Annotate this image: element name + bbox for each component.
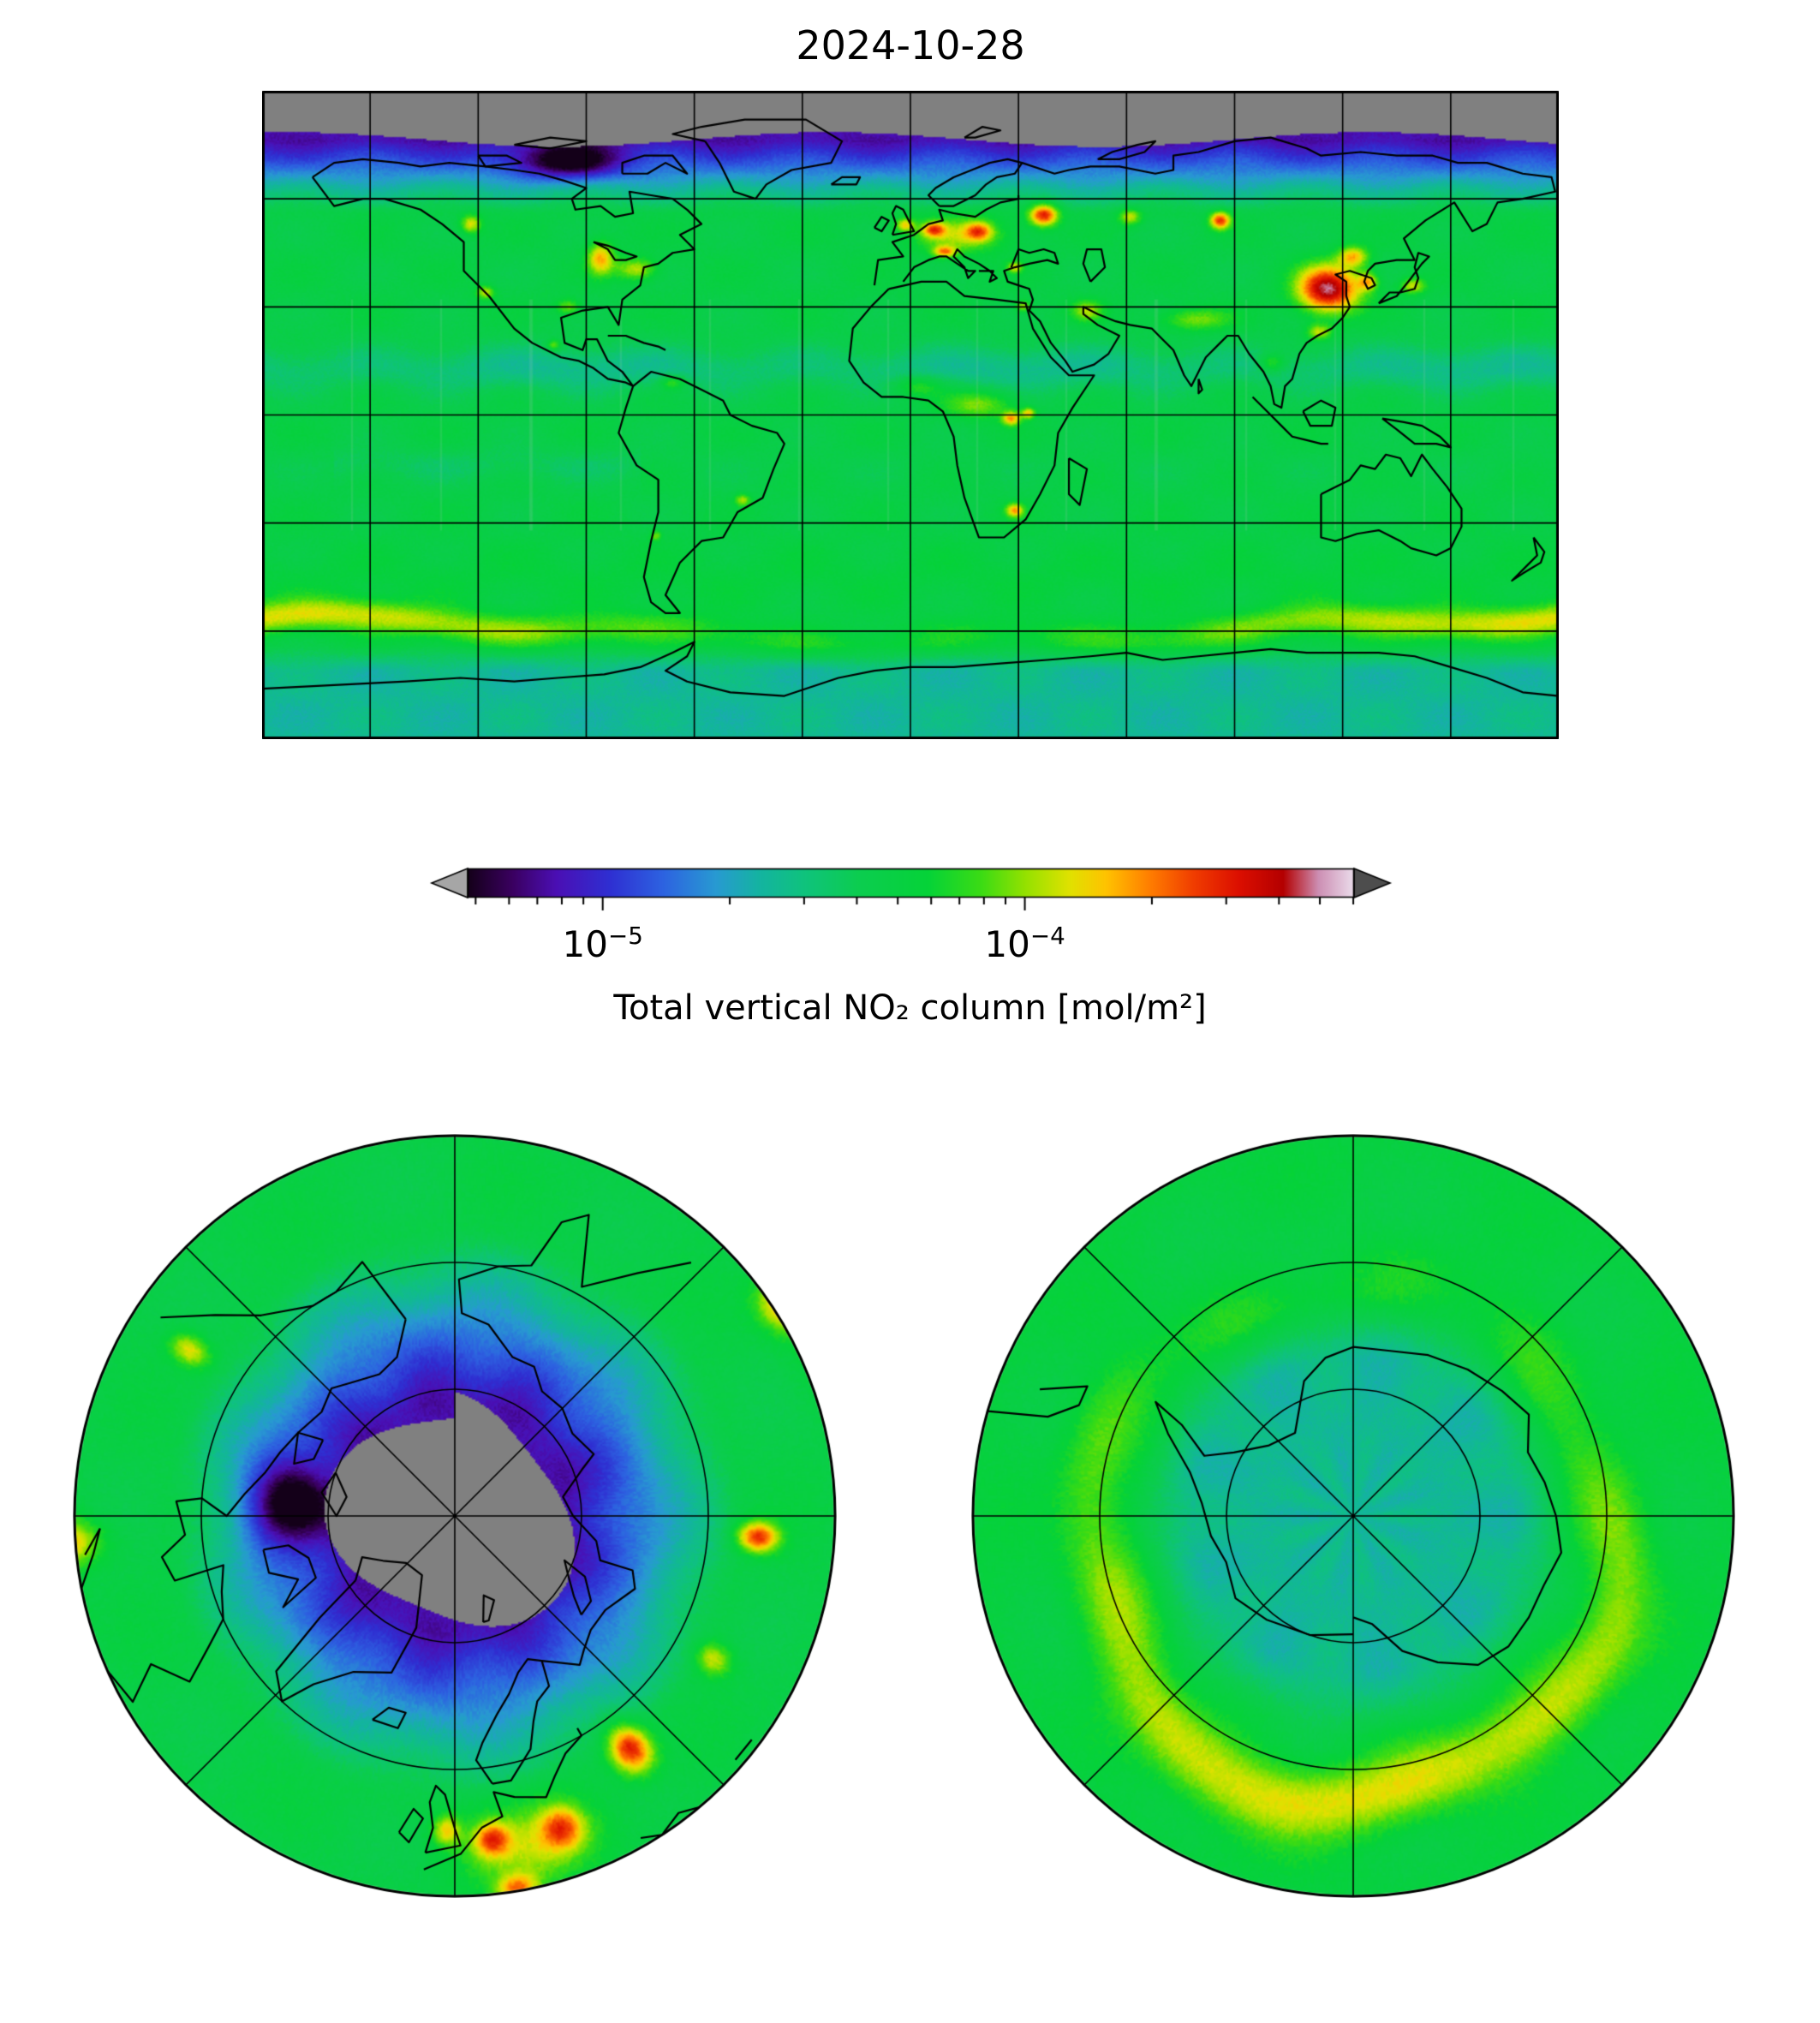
south-polar-overlay [971, 1134, 1735, 1898]
colorbar [427, 867, 1403, 918]
colorbar-tick-1e-5: 10−5 [563, 922, 643, 965]
north-polar-overlay [73, 1134, 837, 1898]
date-title: 2024-10-28 [796, 22, 1025, 69]
tick-base: 10 [984, 923, 1030, 965]
tick-exponent: −4 [1029, 922, 1065, 950]
south-polar-map-panel [971, 1134, 1735, 1898]
world-map-overlay [262, 91, 1559, 739]
world-map-panel [262, 91, 1559, 739]
colorbar-tick-1e-4: 10−4 [984, 922, 1065, 965]
north-polar-map-panel [73, 1134, 837, 1898]
colorbar-panel: 10−5 10−4 Total vertical NO₂ column [mol… [0, 867, 1820, 1089]
tick-base: 10 [562, 923, 608, 965]
colorbar-label: Total vertical NO₂ column [mol/m²] [613, 988, 1207, 1028]
tick-exponent: −5 [607, 922, 643, 950]
